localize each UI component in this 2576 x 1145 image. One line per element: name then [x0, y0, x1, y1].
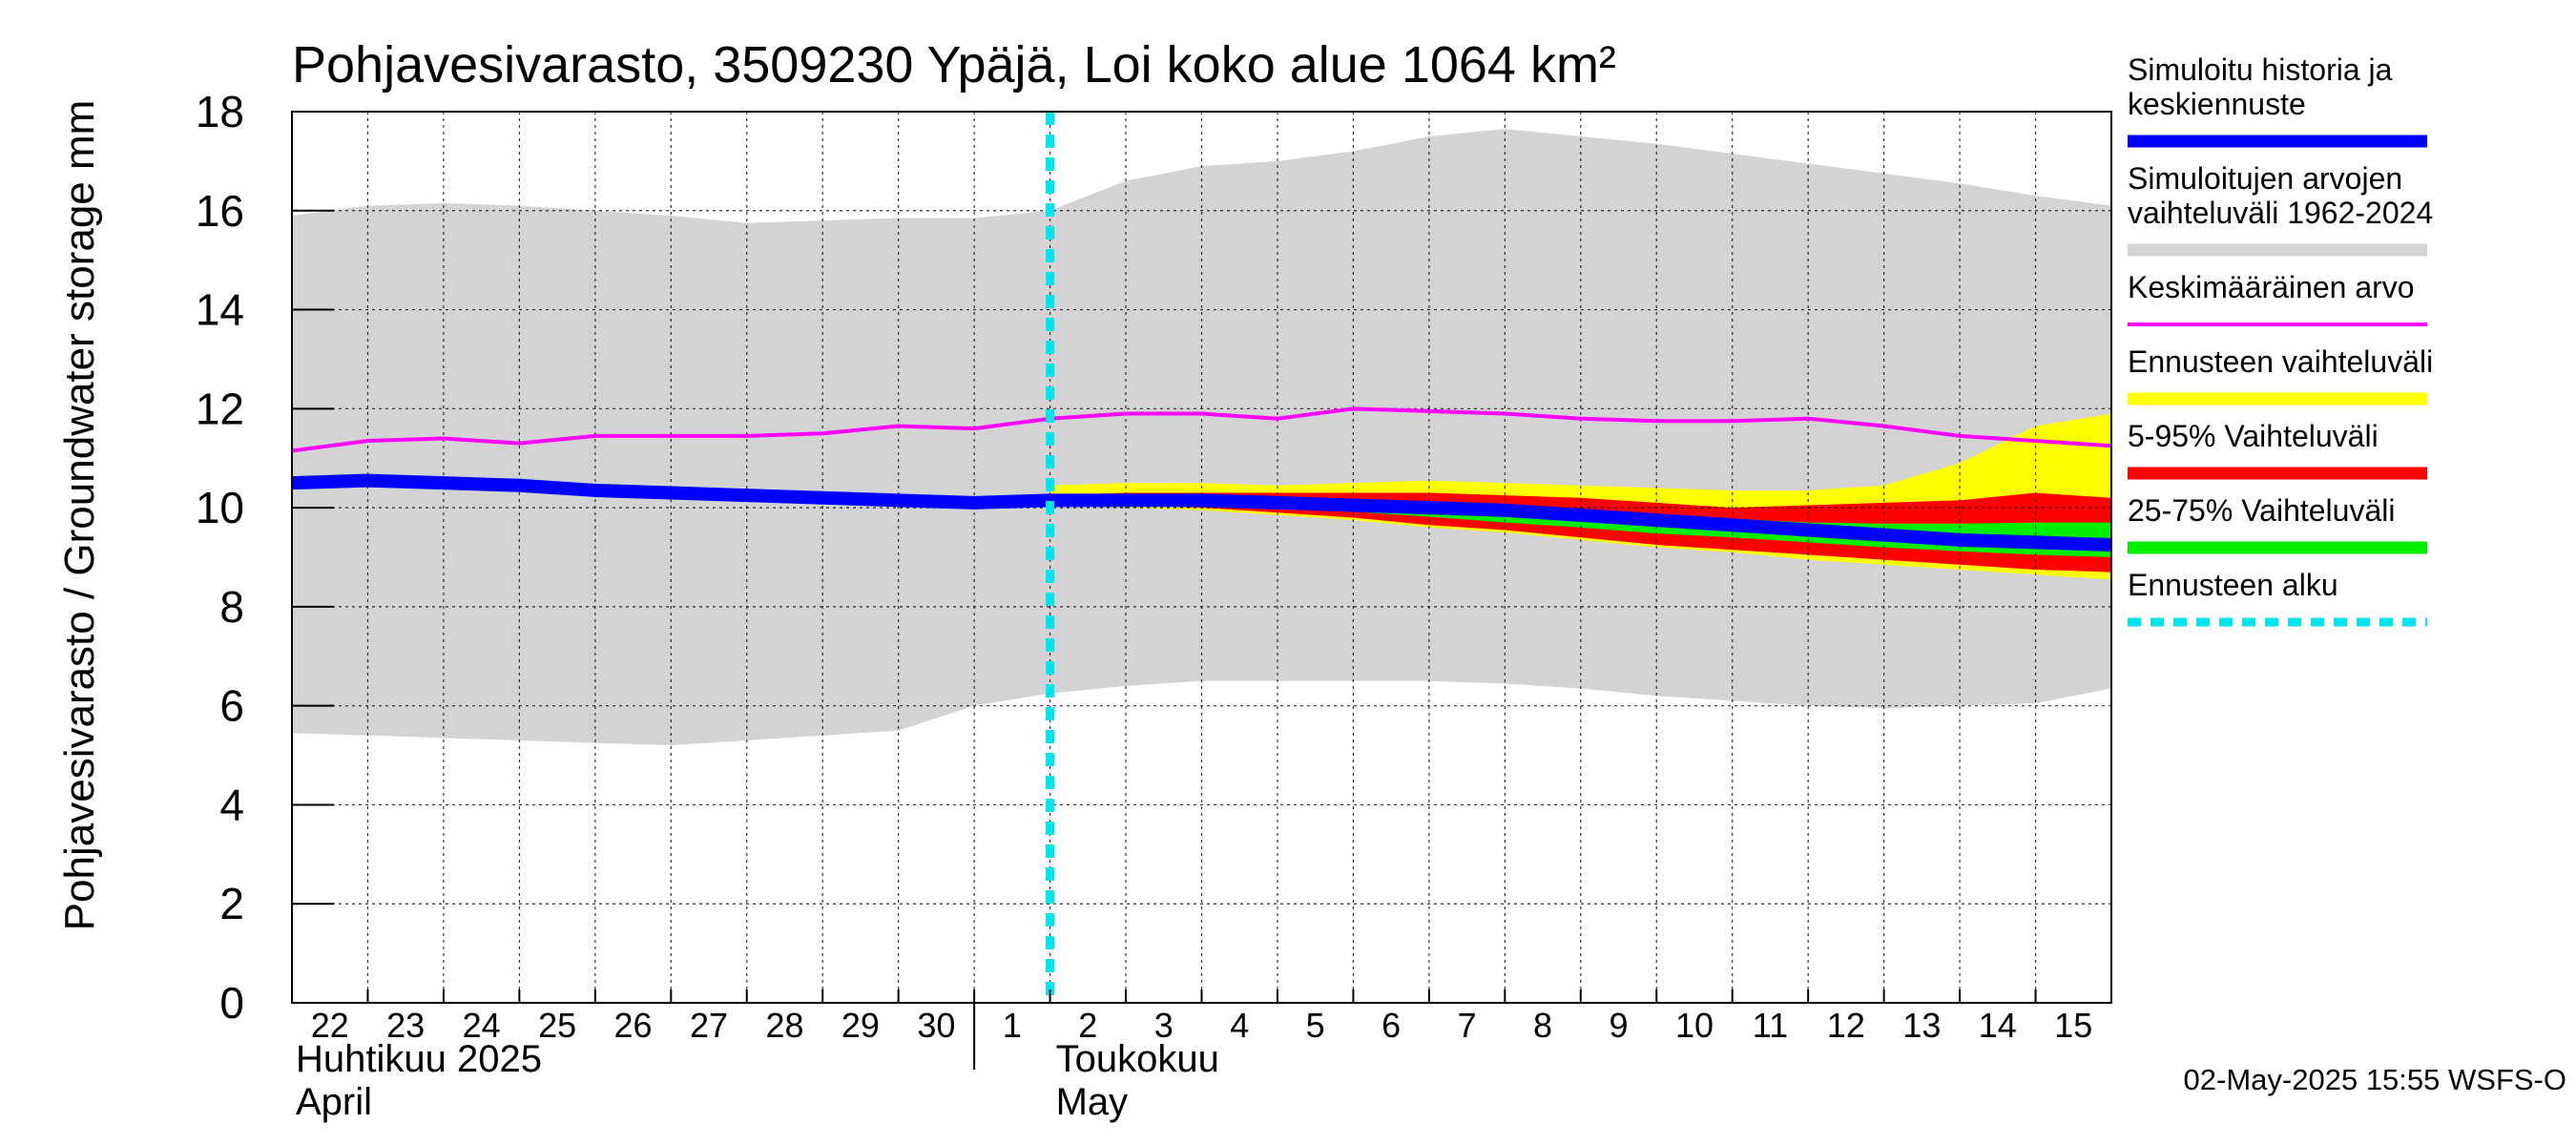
x-tick-label: 24	[463, 1006, 501, 1045]
legend-label: keskiennuste	[2128, 87, 2306, 121]
x-tick-label: 26	[614, 1006, 653, 1045]
x-tick-label: 6	[1381, 1006, 1401, 1045]
x-tick-label: 9	[1610, 1006, 1629, 1045]
legend-label: Ennusteen vaihteluväli	[2128, 344, 2433, 379]
x-tick-label: 30	[917, 1006, 955, 1045]
y-tick-label: 14	[196, 285, 244, 335]
legend-label: 25-75% Vaihteluväli	[2128, 493, 2395, 528]
line-simuloitu-historia-ja-keskiennuste	[291, 473, 2112, 552]
x-tick-label: 8	[1533, 1006, 1552, 1045]
month-label: Huhtikuu 2025	[296, 1038, 542, 1080]
x-tick-label: 28	[765, 1006, 803, 1045]
y-tick-label: 0	[219, 978, 244, 1028]
y-tick-label: 8	[219, 582, 244, 632]
legend-label: Ennusteen alku	[2128, 568, 2338, 602]
x-tick-label: 10	[1675, 1006, 1714, 1045]
x-tick-label: 1	[1003, 1006, 1022, 1045]
x-tick-label: 4	[1230, 1006, 1249, 1045]
legend-label: Simuloitu historia ja	[2128, 52, 2393, 87]
y-tick-label: 6	[219, 681, 244, 731]
x-tick-label: 7	[1458, 1006, 1477, 1045]
x-tick-label: 14	[1979, 1006, 2017, 1045]
x-tick-label: 13	[1902, 1006, 1941, 1045]
x-tick-label: 23	[386, 1006, 425, 1045]
legend-label: Keskimääräinen arvo	[2128, 270, 2415, 304]
line-keskim-r-inen-arvo	[291, 406, 2112, 453]
x-tick-label: 27	[690, 1006, 728, 1045]
y-tick-label: 12	[196, 384, 244, 433]
x-tick-label: 22	[311, 1006, 349, 1045]
chart-title: Pohjavesivarasto, 3509230 Ypäjä, Loi kok…	[292, 36, 1616, 94]
x-tick-label: 5	[1306, 1006, 1325, 1045]
legend-label: vaihteluväli 1962-2024	[2128, 196, 2433, 230]
x-tick-label: 12	[1827, 1006, 1865, 1045]
y-tick-label: 2	[219, 879, 244, 928]
legend-label: Simuloitujen arvojen	[2128, 161, 2402, 196]
lines-layer	[291, 112, 2112, 1003]
legend-label: 5-95% Vaihteluväli	[2128, 419, 2379, 453]
y-tick-label: 16	[196, 186, 244, 236]
band-simuloitujen-arvojen-vaihteluv-li-1962-2024	[292, 129, 2111, 746]
x-tick-label: 11	[1753, 1006, 1788, 1045]
x-tick-label: 3	[1154, 1006, 1174, 1045]
y-tick-label: 4	[219, 780, 244, 829]
y-tick-label: 18	[196, 87, 244, 136]
y-tick-label: 10	[196, 483, 244, 532]
x-tick-label: 25	[538, 1006, 576, 1045]
footer-timestamp: 02-May-2025 15:55 WSFS-O	[2184, 1063, 2566, 1096]
month-label-english: May	[1056, 1081, 1129, 1123]
month-label-english: April	[296, 1081, 372, 1123]
x-tick-label: 29	[841, 1006, 880, 1045]
month-label: Toukokuu	[1056, 1038, 1219, 1080]
y-axis-label: Pohjavesivarasto / Groundwater storage m…	[56, 100, 103, 931]
x-tick-label: 15	[2054, 1006, 2092, 1045]
x-tick-label: 2	[1078, 1006, 1097, 1045]
